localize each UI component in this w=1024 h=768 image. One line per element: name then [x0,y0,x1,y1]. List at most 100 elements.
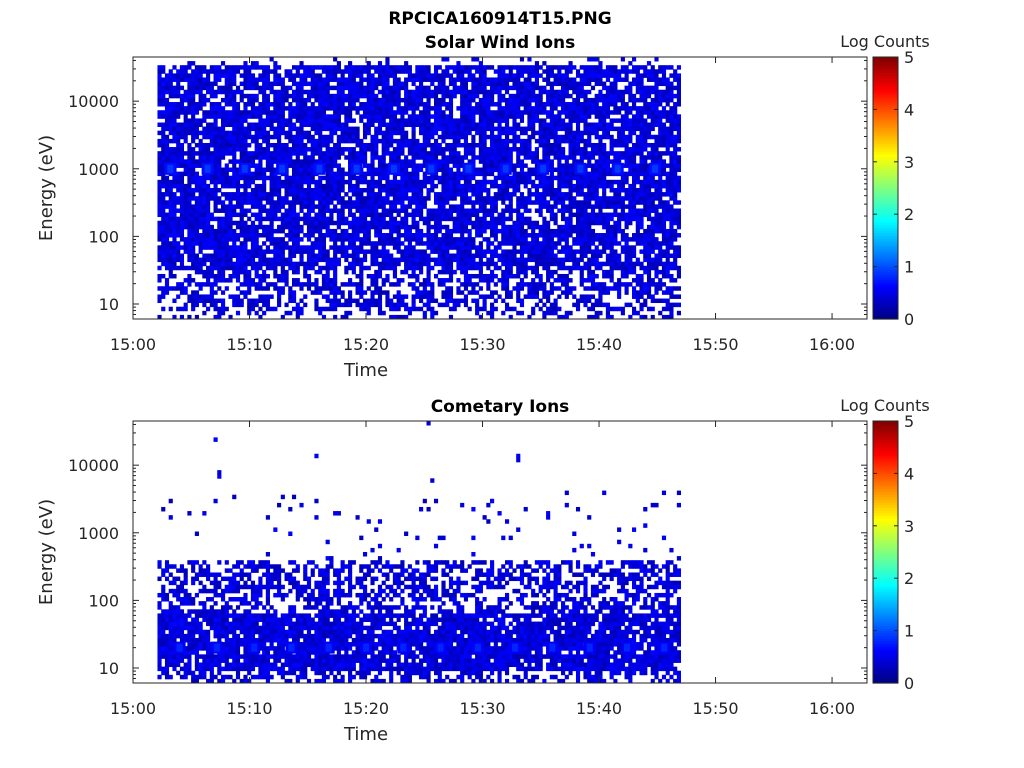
heatmap-cell [194,302,199,308]
heatmap-cell [445,241,450,246]
heatmap-cell [467,130,472,136]
heatmap-cell [277,151,282,156]
heatmap-cell [463,216,469,222]
heatmap-cell [467,151,472,156]
heatmap-cell [303,102,308,107]
heatmap-cell [239,249,244,254]
heatmap-cell [269,200,274,205]
heatmap-cell [250,97,256,103]
heatmap-cell [220,224,226,230]
heatmap-cell [415,212,420,218]
heatmap-cell [355,237,360,242]
heatmap-cell [433,192,439,197]
heatmap-cell [512,147,517,152]
heatmap-cell [377,155,383,160]
heatmap-cell [284,188,289,193]
heatmap-cell [235,310,241,316]
heatmap-cell [542,179,547,185]
heatmap-cell [329,69,334,74]
heatmap-cell [183,212,188,218]
heatmap-cell [415,253,420,258]
heatmap-cell [377,216,383,222]
heatmap-cell [389,110,394,115]
heatmap-cell [333,163,338,168]
heatmap-cell [366,200,371,205]
heatmap-cell [531,220,536,226]
heatmap-cell [508,294,513,299]
heatmap-cell [333,233,338,238]
heatmap-cell [516,159,521,164]
heatmap-cell [407,224,412,230]
heatmap-cell [161,126,166,132]
heatmap-cell [310,253,315,258]
heatmap-cell [486,261,491,267]
heatmap-cell [228,118,233,123]
heatmap-cell [280,155,285,160]
heatmap-cell [493,208,498,213]
heatmap-cell [250,171,256,177]
heatmap-cell [534,118,539,123]
heatmap-cell [478,306,483,312]
heatmap-cell [381,73,386,78]
heatmap-cell [288,77,293,82]
heatmap-cell [209,114,214,119]
heatmap-cell [206,212,211,218]
heatmap-cell [157,212,162,218]
heatmap-cell [213,249,218,254]
heatmap-cell [340,167,345,173]
heatmap-cell [318,65,323,70]
heatmap-cell [482,138,487,144]
heatmap-cell [344,310,349,316]
heatmap-cell [280,228,285,234]
heatmap-cell [318,196,323,201]
heatmap-cell [534,188,539,193]
heatmap-cell [247,142,252,148]
heatmap-cell [475,171,480,177]
heatmap-cell [433,65,439,70]
heatmap-cell [295,192,300,197]
heatmap-cell [187,159,192,164]
heatmap-cell [183,200,188,205]
heatmap-cell [478,134,483,140]
heatmap-cell [355,155,360,160]
heatmap-cell [523,142,528,148]
heatmap-cell [258,216,263,222]
heatmap-cell [318,138,323,144]
heatmap-cell [490,249,495,254]
heatmap-cell [224,261,229,267]
heatmap-cell [277,273,282,279]
heatmap-cell [209,106,214,111]
heatmap-cell [527,77,532,82]
heatmap-cell [262,167,267,173]
heatmap-cell [202,147,207,152]
heatmap-cell [523,183,528,189]
heatmap-cell [243,102,248,107]
heatmap-cell [310,142,315,148]
heatmap-cell [340,220,345,226]
heatmap-cell [362,200,368,205]
heatmap-cell [224,245,229,250]
heatmap-cell [187,142,192,148]
heatmap-cell [295,118,300,123]
heatmap-cell [504,159,510,164]
heatmap-cell [422,114,427,119]
heatmap-cell [471,286,476,291]
heatmap-cell [277,147,282,152]
heatmap-cell [284,183,289,189]
heatmap-cell [546,306,551,312]
heatmap-cell [411,118,416,123]
heatmap-cell [303,97,308,103]
heatmap-cell [426,179,431,185]
heatmap-cell [392,183,398,189]
heatmap-cell [456,249,461,254]
heatmap-cell [452,241,457,246]
heatmap-cell [217,257,222,263]
heatmap-cell [206,155,211,160]
heatmap-cell [404,265,409,271]
heatmap-cell [501,196,506,201]
heatmap-cell [291,138,297,144]
heatmap-cell [254,114,259,119]
heatmap-cell [370,110,375,115]
heatmap-cell [243,159,248,164]
heatmap-cell [527,253,532,258]
